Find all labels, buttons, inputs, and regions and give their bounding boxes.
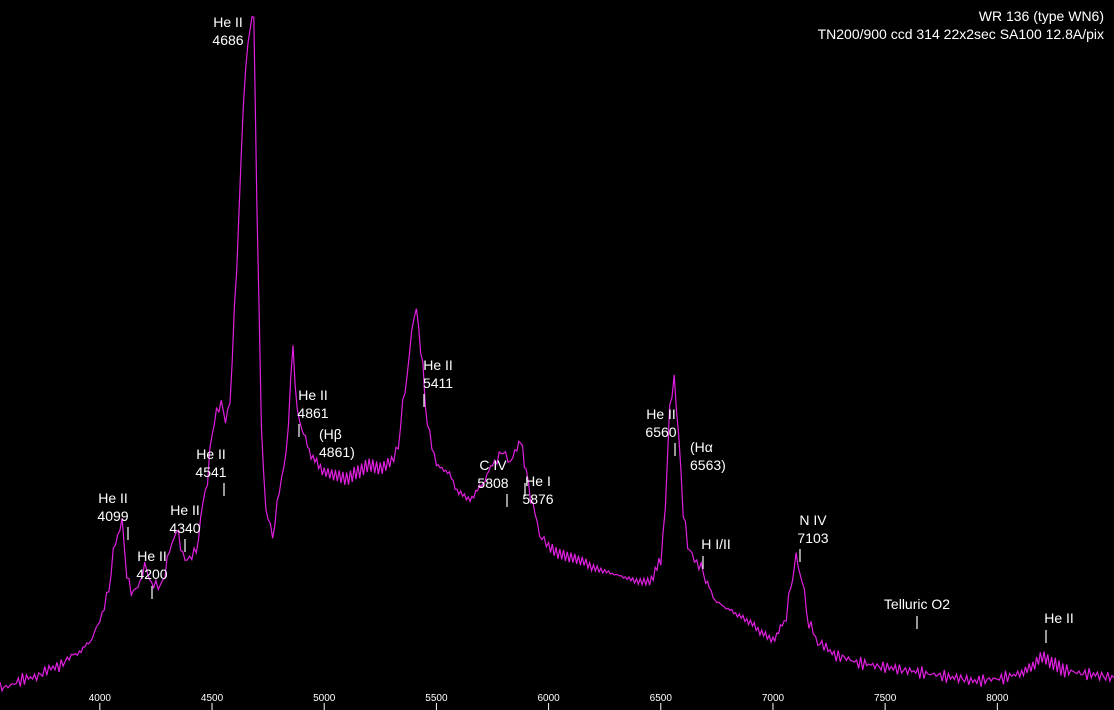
line-annotation: C IV 5808 <box>477 457 509 507</box>
spectrum-series <box>0 15 1114 693</box>
annotation-text: C IV <box>479 457 507 473</box>
annotation-text: He II <box>646 406 676 422</box>
x-tick-label: 5000 <box>313 693 336 704</box>
annotation-text: 5876 <box>522 491 553 507</box>
line-annotation: N IV 7103 <box>797 512 829 562</box>
line-annotation: H I/II <box>701 536 731 569</box>
chart-title: WR 136 (type WN6) <box>978 8 1104 24</box>
annotation-text: He II <box>1044 610 1074 626</box>
line-annotation: Telluric O2 <box>884 596 950 629</box>
x-tick-label: 7500 <box>874 693 897 704</box>
annotation-text: 4861) <box>319 444 355 460</box>
annotation-text: 5411 <box>423 375 453 391</box>
line-annotation: He II 4541 <box>195 446 227 496</box>
line-annotation: He II <box>1044 610 1074 643</box>
line-annotation: He II 4340 <box>169 502 201 552</box>
annotation-text: 7103 <box>797 530 828 546</box>
annotation-text: Telluric O2 <box>884 596 950 612</box>
x-tick-label: 5500 <box>425 693 448 704</box>
x-tick-label: 4000 <box>89 693 112 704</box>
x-tick-label: 6000 <box>537 693 560 704</box>
annotation-text: 4686 <box>212 32 243 48</box>
x-tick-label: 8000 <box>986 693 1009 704</box>
x-tick-label: 7000 <box>762 693 785 704</box>
annotation-text: 5808 <box>477 475 508 491</box>
annotation-text: 4200 <box>136 566 167 582</box>
annotation-text: (Hα <box>690 439 713 455</box>
annotation-text: N IV <box>799 512 827 528</box>
x-tick-label: 4500 <box>201 693 224 704</box>
annotation-text: 4340 <box>169 520 200 536</box>
annotation-text: 6560 <box>645 424 676 440</box>
annotation-text: He I <box>525 473 551 489</box>
annotation-text: He II <box>196 446 226 462</box>
chart-subtitle: TN200/900 ccd 314 22x2sec SA100 12.8A/pi… <box>817 26 1104 42</box>
line-annotation: (Hα 6563) <box>690 439 726 473</box>
annotation-text: 4861 <box>297 405 328 421</box>
line-annotation: He II 4861 <box>297 387 329 437</box>
line-annotation: He II 4099 <box>97 490 129 540</box>
line-annotation: He II 4200 <box>136 548 168 599</box>
line-annotation: (Hβ 4861) <box>319 426 355 460</box>
annotation-text: (Hβ <box>319 426 342 442</box>
annotation-text: He II <box>137 548 167 564</box>
line-annotation: He II 5411 <box>423 357 453 407</box>
annotation-text: He II <box>98 490 128 506</box>
x-tick-label: 6500 <box>650 693 673 704</box>
annotation-text: He II <box>170 502 200 518</box>
annotation-text: He II <box>213 14 243 30</box>
annotation-text: 4099 <box>97 508 128 524</box>
annotation-text: H I/II <box>701 536 731 552</box>
line-annotation: He II 4686 <box>212 14 243 48</box>
line-annotation: He I 5876 <box>522 473 553 507</box>
x-axis: 4000 4500 5000 5500 6000 6500 7000 7500 8000 <box>89 693 1009 710</box>
annotation-text: He II <box>298 387 328 403</box>
line-annotation: He II 6560 <box>645 406 677 456</box>
annotation-text: 6563) <box>690 457 726 473</box>
spectrum-line <box>0 15 1114 693</box>
annotation-text: He II <box>423 357 453 373</box>
annotation-text: 4541 <box>195 464 226 480</box>
